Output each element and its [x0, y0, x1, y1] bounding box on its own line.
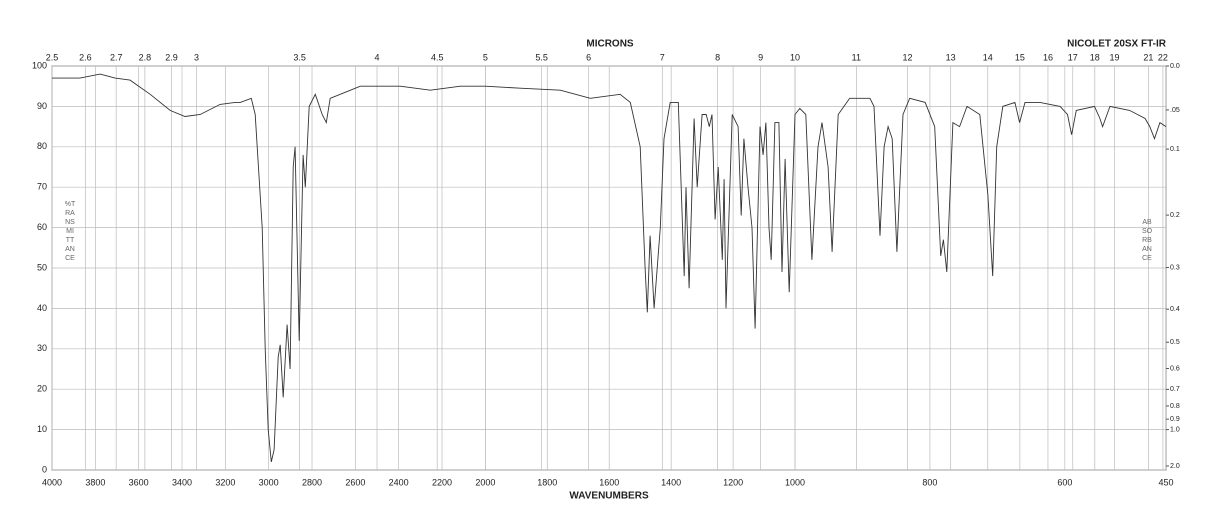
x-tick-label: 2600	[345, 477, 365, 487]
y-tick-label: 0	[42, 464, 47, 474]
x2-tick-label: 2.9	[165, 52, 178, 62]
x-tick-label: 600	[1057, 477, 1072, 487]
x-tick-label: 1600	[599, 477, 619, 487]
y2-tick-label: 0.9	[1170, 416, 1180, 423]
x-tick-label: 2000	[475, 477, 495, 487]
x2-tick-label: 8	[715, 52, 720, 62]
y-tick-label: 80	[37, 141, 47, 151]
x2-tick-label: 6	[586, 52, 591, 62]
y2-tick-label: 0.1	[1170, 146, 1180, 153]
y-tick-label: 40	[37, 303, 47, 313]
x2-tick-label: 5	[483, 52, 488, 62]
y2-tick-label: 0.8	[1170, 403, 1180, 410]
y2-tick-label: 0.2	[1170, 212, 1180, 219]
x2-tick-label: 15	[1015, 52, 1025, 62]
x2-tick-label: 14	[983, 52, 993, 62]
x2-tick-label: 9	[758, 52, 763, 62]
x-tick-label: 1800	[537, 477, 557, 487]
x-tick-label: 1000	[785, 477, 805, 487]
x-tick-label: 3200	[215, 477, 235, 487]
x2-tick-label: 3.5	[293, 52, 306, 62]
x2-tick-label: 22	[1158, 52, 1168, 62]
x-tick-label: 2200	[432, 477, 452, 487]
x-tick-label: 3400	[172, 477, 192, 487]
y-tick-label: 100	[32, 60, 47, 70]
x2-tick-label: 18	[1090, 52, 1100, 62]
y2-tick-label: 0.3	[1170, 264, 1180, 271]
y2-tick-label: 0.6	[1170, 365, 1180, 372]
x2-tick-label: 2.5	[46, 52, 59, 62]
x2-tick-label: 2.7	[110, 52, 123, 62]
x2-tick-label: 4	[375, 52, 380, 62]
y-axis-title: %TRANSMITTANCE	[64, 201, 76, 262]
x2-axis-title: MICRONS	[586, 39, 634, 50]
y2-tick-label: 0.5	[1170, 339, 1180, 346]
y2-axis-title: ABSORBANCE	[1141, 219, 1153, 262]
x-tick-label: 4000	[42, 477, 62, 487]
y-tick-label: 20	[37, 384, 47, 394]
y-tick-label: 90	[37, 101, 47, 111]
x-tick-label: 3600	[129, 477, 149, 487]
x2-tick-label: 2.6	[79, 52, 92, 62]
x2-tick-label: 7	[660, 52, 665, 62]
x-tick-label: 2400	[389, 477, 409, 487]
spectrum-line	[52, 73, 1167, 463]
x2-tick-label: 10	[790, 52, 800, 62]
x2-tick-label: 12	[902, 52, 912, 62]
y2-tick-label: .05	[1170, 107, 1180, 114]
x-tick-label: 1200	[723, 477, 743, 487]
x2-tick-label: 17	[1068, 52, 1078, 62]
x2-tick-label: 16	[1043, 52, 1053, 62]
x2-tick-label: 4.5	[431, 52, 444, 62]
x-axis-title: WAVENUMBERS	[569, 491, 649, 502]
x-tick-label: 1400	[661, 477, 681, 487]
y-tick-label: 60	[37, 222, 47, 232]
x-tick-label: 3000	[259, 477, 279, 487]
x-tick-label: 450	[1158, 477, 1173, 487]
y2-tick-label: 2.0	[1170, 463, 1180, 470]
y2-tick-label: 1.0	[1170, 426, 1180, 433]
x-tick-label: 3800	[85, 477, 105, 487]
x2-tick-label: 3	[194, 52, 199, 62]
x2-tick-label: 2.8	[139, 52, 152, 62]
x2-tick-label: 11	[852, 52, 861, 62]
y2-tick-label: 0.4	[1170, 306, 1180, 313]
y-tick-label: 30	[37, 343, 47, 353]
chart-title: NICOLET 20SX FT-IR	[1067, 39, 1167, 50]
x2-tick-label: 19	[1110, 52, 1120, 62]
x-tick-label: 2800	[302, 477, 322, 487]
y-tick-label: 70	[37, 182, 47, 192]
x2-tick-label: 21	[1143, 52, 1153, 62]
x-tick-label: 800	[922, 477, 937, 487]
y2-tick-label: 0.0	[1170, 63, 1180, 70]
y-tick-label: 10	[37, 424, 47, 434]
y2-tick-label: 0.7	[1170, 386, 1180, 393]
x2-tick-label: 13	[946, 52, 956, 62]
x2-tick-label: 5.5	[535, 52, 548, 62]
y-tick-label: 50	[37, 262, 47, 272]
